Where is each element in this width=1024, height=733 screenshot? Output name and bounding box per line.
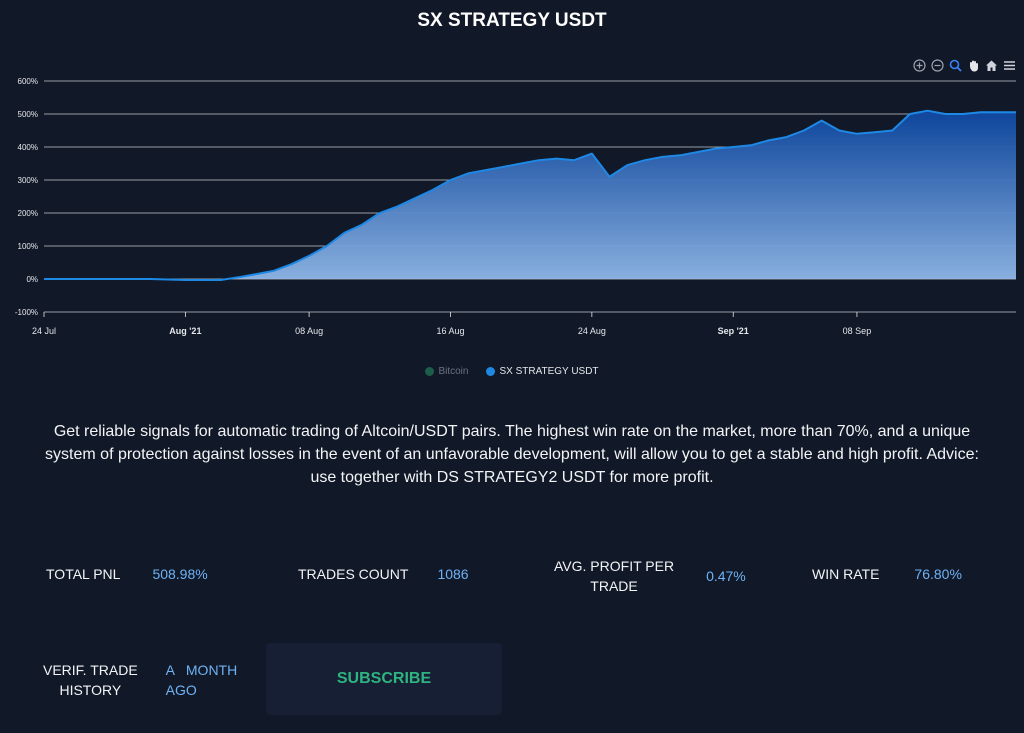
selection-zoom-icon[interactable] xyxy=(948,58,962,72)
x-tick-label: 16 Aug xyxy=(436,326,464,336)
x-tick-label: 08 Aug xyxy=(295,326,323,336)
series-line xyxy=(44,109,1016,281)
stat-label-line: TRADE xyxy=(590,578,638,594)
stat-value[interactable]: A MONTH AGO xyxy=(166,660,238,700)
chart-toolbar xyxy=(912,58,1016,72)
stat-value: 508.98% xyxy=(152,566,208,582)
stat-trades-count: TRADES COUNT 1086 xyxy=(298,566,469,582)
stat-label-line: HISTORY xyxy=(59,682,122,698)
legend-marker-bitcoin xyxy=(425,367,435,376)
y-tick-label: -100% xyxy=(15,308,38,317)
stat-label: VERIF. TRADE HISTORY xyxy=(43,660,138,700)
y-tick-label: 100% xyxy=(18,242,38,251)
stat-label: WIN RATE xyxy=(812,566,880,582)
stat-value-line: A MONTH xyxy=(165,662,238,678)
subscribe-button[interactable]: SUBSCRIBE xyxy=(266,643,502,715)
legend-marker-sx-strategy xyxy=(486,367,496,376)
stat-label: TRADES COUNT xyxy=(298,566,409,582)
stat-win-rate: WIN RATE 76.80% xyxy=(812,566,962,582)
y-tick-label: 0% xyxy=(26,275,38,284)
y-tick-label: 500% xyxy=(18,110,38,119)
stat-total-pnl: TOTAL PNL 508.98% xyxy=(46,566,208,582)
stat-value-line: AGO xyxy=(165,682,197,698)
stat-value: 1086 xyxy=(437,566,469,582)
menu-icon[interactable] xyxy=(1002,58,1016,72)
stat-label-line: AVG. PROFIT PER xyxy=(554,558,675,574)
y-tick-label: 300% xyxy=(18,176,38,185)
page-title: SX STRATEGY USDT xyxy=(417,10,607,31)
stat-value: 76.80% xyxy=(914,566,962,582)
chart-legend: Bitcoin SX STRATEGY USDT xyxy=(0,366,1024,377)
pnl-chart-svg: 600% 500% 400% 300% 200% 100% 0% -100% 24 Jul Aug… xyxy=(15,77,1016,336)
legend-item-sx-strategy[interactable]: SX STRATEGY USDT xyxy=(486,366,599,377)
pan-icon[interactable] xyxy=(966,58,980,72)
y-tick-label: 400% xyxy=(18,143,38,152)
legend-label-sx-strategy: SX STRATEGY USDT xyxy=(499,366,599,377)
legend-label-bitcoin: Bitcoin xyxy=(438,366,469,377)
stat-value: 0.47% xyxy=(706,568,746,584)
y-tick-label: 600% xyxy=(18,77,38,86)
home-icon[interactable] xyxy=(984,58,998,72)
x-tick-label: Sep '21 xyxy=(718,326,749,336)
y-tick-label: 200% xyxy=(18,209,38,218)
series-area xyxy=(44,110,1016,280)
stat-label: AVG. PROFIT PER TRADE xyxy=(554,556,674,596)
x-tick-label: 08 Sep xyxy=(843,326,872,336)
zoom-out-icon[interactable] xyxy=(930,58,944,72)
stat-avg-profit: AVG. PROFIT PER TRADE 0.47% xyxy=(554,556,746,596)
pnl-chart[interactable]: 600% 500% 400% 300% 200% 100% 0% -100% 24 Jul Aug… xyxy=(0,50,1024,395)
stat-verif-history: VERIF. TRADE HISTORY A MONTH AGO xyxy=(43,660,237,700)
legend-item-bitcoin[interactable]: Bitcoin xyxy=(425,366,468,377)
x-tick-label: Aug '21 xyxy=(169,326,201,336)
strategy-description: Get reliable signals for automatic tradi… xyxy=(45,423,979,486)
zoom-in-icon[interactable] xyxy=(912,58,926,72)
stat-label-line: VERIF. TRADE xyxy=(43,662,138,678)
stat-label: TOTAL PNL xyxy=(46,566,121,582)
x-tick-label: 24 Aug xyxy=(578,326,606,336)
x-tick-label: 24 Jul xyxy=(32,326,56,336)
